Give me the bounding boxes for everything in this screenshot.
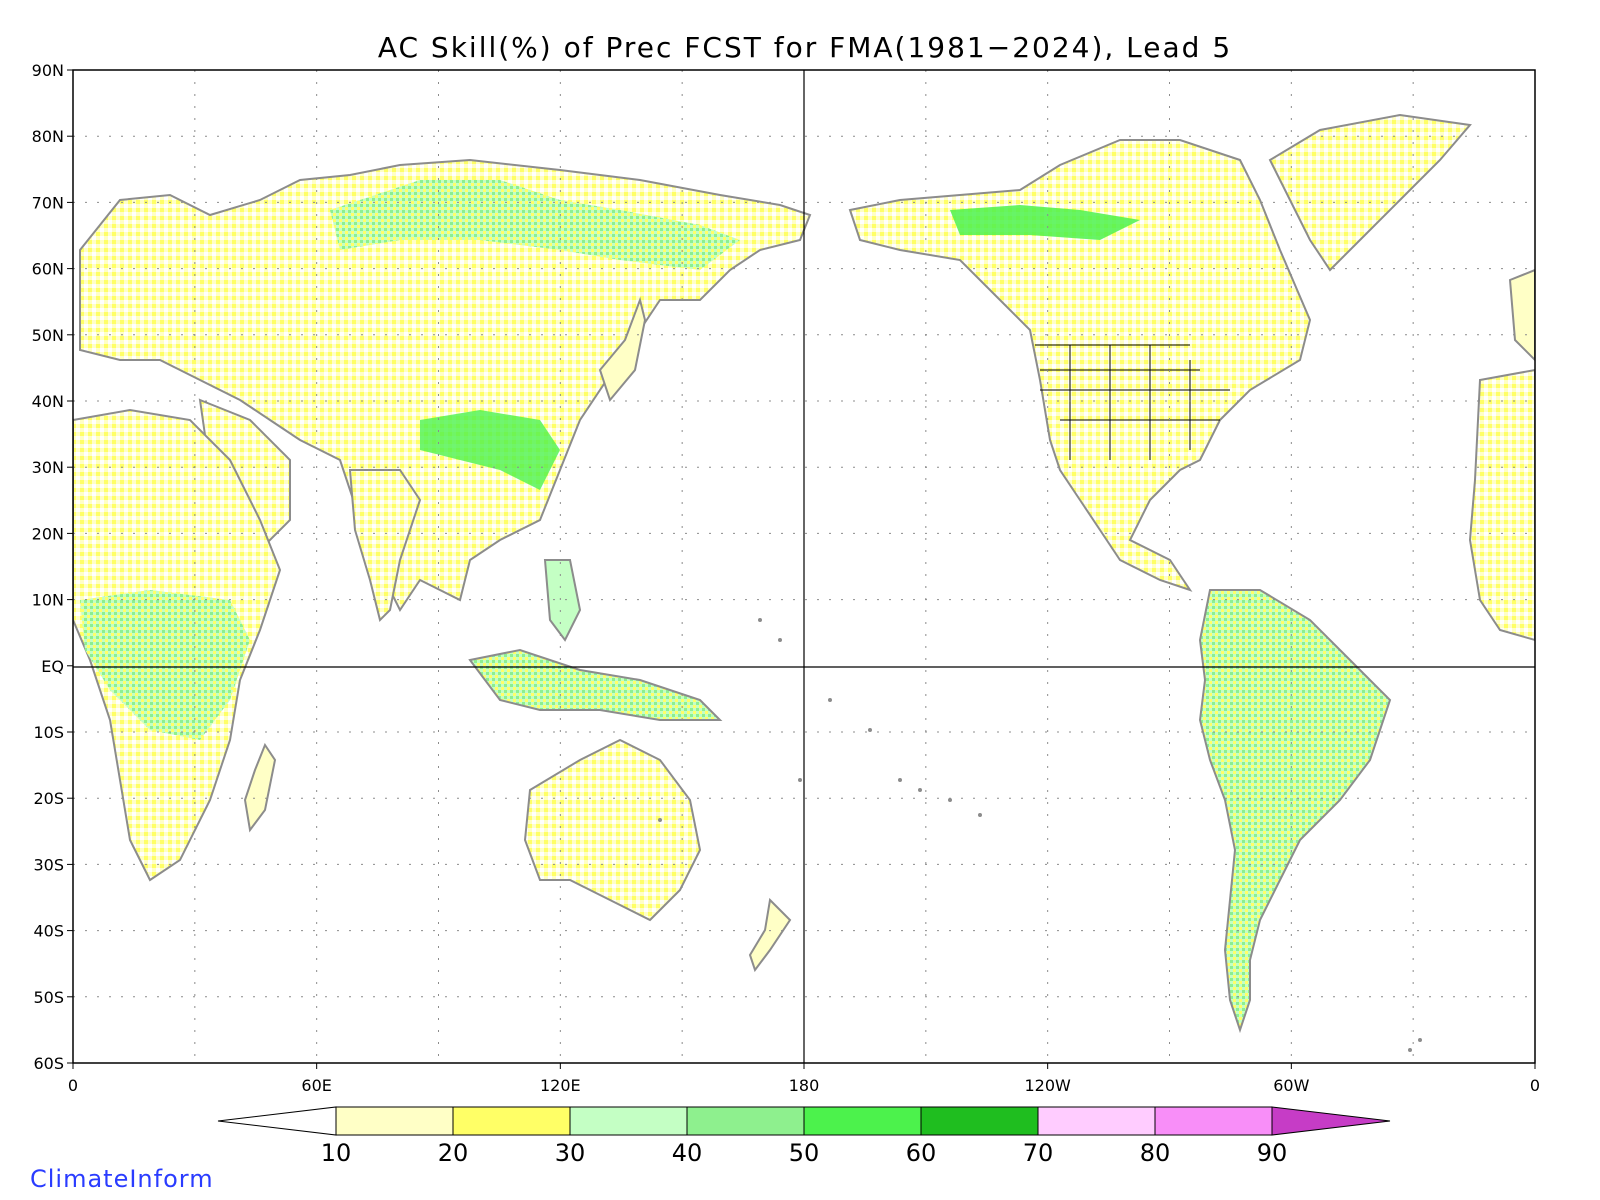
land-australia [523,738,702,922]
lat-tick-label: 40S [33,922,64,941]
land-west-africa-east [1468,368,1535,642]
lat-tick-label: 30N [32,458,64,477]
colorbar-label: 70 [1023,1139,1054,1167]
colorbar-swatch [452,1106,571,1136]
colorbar-label: 30 [555,1139,586,1167]
lat-tick-label: EQ [41,657,64,676]
lat-tick-label: 20S [33,789,64,808]
colorbar-label: 20 [438,1139,469,1167]
map-panel [72,69,1536,1064]
colorbar-swatch [1154,1106,1273,1136]
lon-tick-label: 180 [789,1076,820,1095]
lat-tick-label: 50N [32,326,64,345]
colorbar-label: 80 [1140,1139,1171,1167]
land-china-green [420,410,560,490]
lat-tick-label: 90N [32,61,64,80]
lat-tick-label: 80N [32,127,64,146]
lat-tick-label: 10S [33,723,64,742]
lat-tick-label: 60N [32,260,64,279]
colorbar-label: 40 [672,1139,703,1167]
colorbar-label: 50 [789,1139,820,1167]
lat-tick-label: 60S [33,1054,64,1073]
land-siberia-band [330,180,740,270]
land-africa-tropics [80,590,250,740]
colorbar-swatch [803,1106,922,1136]
land-canada-green [950,205,1140,240]
lat-tick-label: 20N [32,524,64,543]
lon-axis: 0 60E 120E 180 120W 60W 0 [68,1063,1540,1095]
lon-tick-label: 0 [68,1076,78,1095]
colorbar-swatch [1037,1106,1156,1136]
land-madagascar [243,742,277,833]
colorbar-label: 10 [321,1139,352,1167]
colorbar: 10 20 30 40 50 60 70 80 90 [217,1106,1391,1167]
lat-tick-label: 10N [32,591,64,610]
lon-tick-label: 60W [1273,1076,1309,1095]
lon-tick-label: 60E [301,1076,331,1095]
land-india [348,469,422,622]
land-masses [73,113,1535,1052]
lat-tick-label: 70N [32,193,64,212]
colorbar-swatch [335,1106,454,1136]
lat-axis: 90N 80N 70N 60N 50N 40N 30N 20N 10N EQ 10S 20S 30S 40… [32,61,73,1073]
lon-tick-label: 0 [1530,1076,1540,1095]
land-philippines [543,559,582,642]
land-north-america [848,139,1312,592]
map-title: AC Skill(%) of Prec FCST for FMA(1981−20… [378,31,1232,64]
land-south-america [1198,589,1392,1034]
land-greenland [1268,113,1472,272]
colorbar-label: 60 [906,1139,937,1167]
lat-tick-label: 50S [33,988,64,1007]
lat-tick-label: 30S [33,855,64,874]
colorbar-label: 90 [1257,1139,1288,1167]
colorbar-swatch [686,1106,805,1136]
us-state-lines [1035,344,1230,460]
colorbar-swatch [569,1106,688,1136]
credit-label: ClimateInform [30,1165,214,1193]
land-japan [598,296,647,403]
colorbar-swatch [920,1106,1039,1136]
colorbar-high-arrow [1271,1106,1391,1136]
lat-tick-label: 40N [32,392,64,411]
land-europe-east-edge [1508,268,1535,362]
land-new-zealand [748,897,792,973]
pacific-islands [658,618,1422,1052]
lon-tick-label: 120E [540,1076,581,1095]
colorbar-low-arrow [217,1106,337,1136]
lon-tick-label: 120W [1024,1076,1071,1095]
